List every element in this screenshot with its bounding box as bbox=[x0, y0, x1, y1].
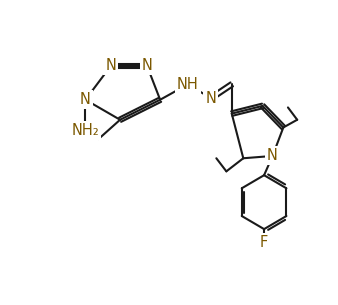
Text: N: N bbox=[267, 149, 278, 163]
Text: N: N bbox=[206, 91, 216, 106]
Text: N: N bbox=[80, 92, 91, 107]
Text: F: F bbox=[260, 235, 268, 250]
Text: N: N bbox=[142, 58, 152, 74]
Text: NH: NH bbox=[177, 77, 199, 92]
Text: N: N bbox=[105, 58, 116, 74]
Text: NH₂: NH₂ bbox=[72, 123, 99, 138]
